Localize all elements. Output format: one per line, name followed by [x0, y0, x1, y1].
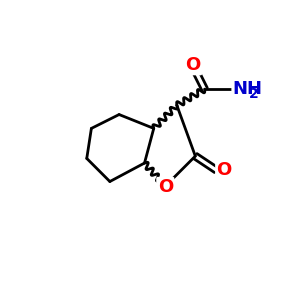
Text: 2: 2	[249, 87, 259, 101]
Text: O: O	[217, 161, 232, 179]
Text: O: O	[185, 56, 201, 74]
Text: NH: NH	[232, 80, 262, 98]
Text: O: O	[158, 178, 173, 196]
